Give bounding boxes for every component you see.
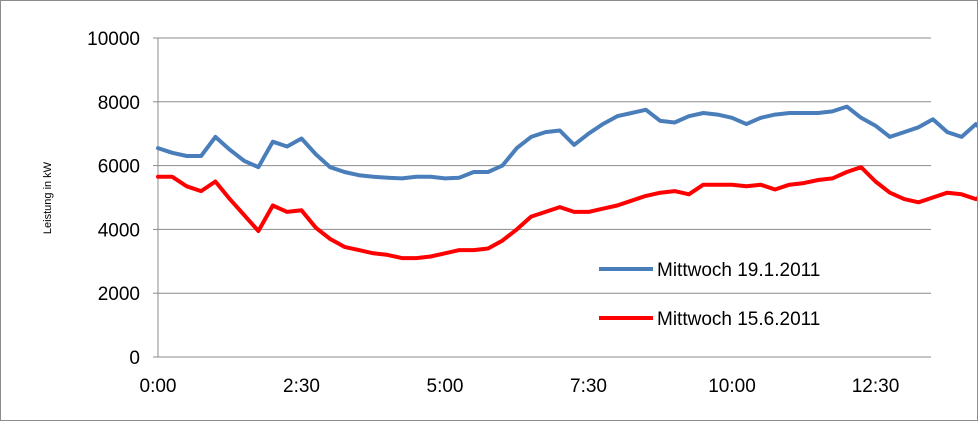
y-tick-label: 10000 bbox=[87, 29, 140, 50]
y-axis-ticks: 0 2000 4000 6000 8000 10000 bbox=[87, 29, 140, 369]
y-tick-label: 6000 bbox=[98, 157, 140, 178]
x-tick-label: 5:00 bbox=[427, 376, 464, 397]
series-line-2 bbox=[156, 165, 978, 261]
x-tick-label: 0:00 bbox=[140, 376, 177, 397]
legend-label-1: Mittwoch 19.1.2011 bbox=[657, 260, 820, 281]
x-tick-label: 7:30 bbox=[570, 376, 607, 397]
y-tick-label: 0 bbox=[129, 348, 140, 369]
legend: Mittwoch 19.1.2011 Mittwoch 15.6.2011 bbox=[599, 260, 820, 330]
x-tick-label: 10:00 bbox=[708, 376, 756, 397]
grid-lines bbox=[158, 37, 931, 294]
legend-label-2: Mittwoch 15.6.2011 bbox=[657, 309, 820, 330]
x-tick-label: 2:30 bbox=[283, 376, 320, 397]
series-line-1 bbox=[156, 104, 978, 181]
x-tick-label: 12:30 bbox=[852, 376, 900, 397]
series-lines bbox=[156, 104, 978, 261]
y-tick-label: 2000 bbox=[98, 284, 140, 305]
y-tick-label: 8000 bbox=[98, 93, 140, 114]
axes bbox=[153, 37, 931, 358]
y-tick-label: 4000 bbox=[98, 220, 140, 241]
x-axis-ticks: 0:002:305:007:3010:0012:3015:0017:3020:0… bbox=[140, 376, 900, 397]
y-axis-label: Leistung in kW bbox=[42, 161, 54, 234]
